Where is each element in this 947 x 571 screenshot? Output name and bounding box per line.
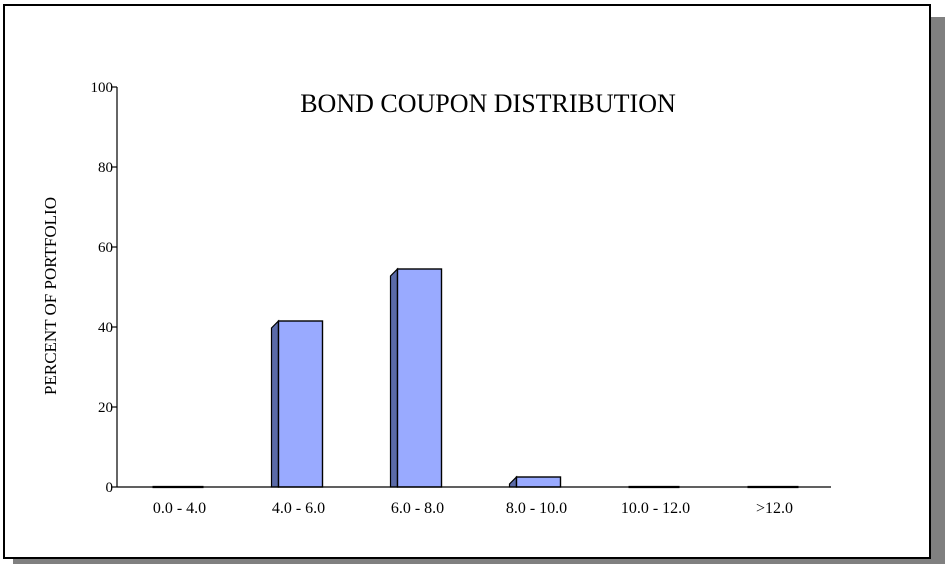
chart-frame [3, 4, 931, 559]
y-tick-label: 80 [98, 160, 113, 176]
chart-title: BOND COUPON DISTRIBUTION [300, 89, 676, 118]
y-axis-label: PERCENT OF PORTFOLIO [41, 197, 60, 395]
y-tick-label: 20 [98, 400, 113, 416]
y-axis: 0 20 40 60 80 100 [91, 80, 118, 496]
bar [508, 475, 562, 488]
y-tick-label: 100 [91, 80, 114, 96]
x-tick-label: 0.0 - 4.0 [153, 500, 206, 517]
bar-front [396, 268, 443, 488]
bar-side [270, 319, 280, 488]
y-tick-label: 60 [98, 240, 113, 256]
bar-front [277, 320, 324, 488]
x-axis: 0.0 - 4.0 4.0 - 6.0 6.0 - 8.0 8.0 - 10.0 10.… [117, 486, 831, 517]
x-tick-label: 6.0 - 8.0 [391, 500, 444, 517]
y-tick-label: 40 [98, 320, 113, 336]
bar-side [389, 267, 399, 488]
bar [270, 319, 324, 488]
bar-front [515, 476, 562, 488]
x-tick-label: 10.0 - 12.0 [621, 500, 690, 517]
x-tick-label: 8.0 - 10.0 [506, 500, 567, 517]
y-tick-label: 0 [106, 480, 114, 496]
bar [389, 267, 443, 488]
x-tick-label: 4.0 - 6.0 [272, 500, 325, 517]
x-tick-label: >12.0 [756, 500, 793, 517]
